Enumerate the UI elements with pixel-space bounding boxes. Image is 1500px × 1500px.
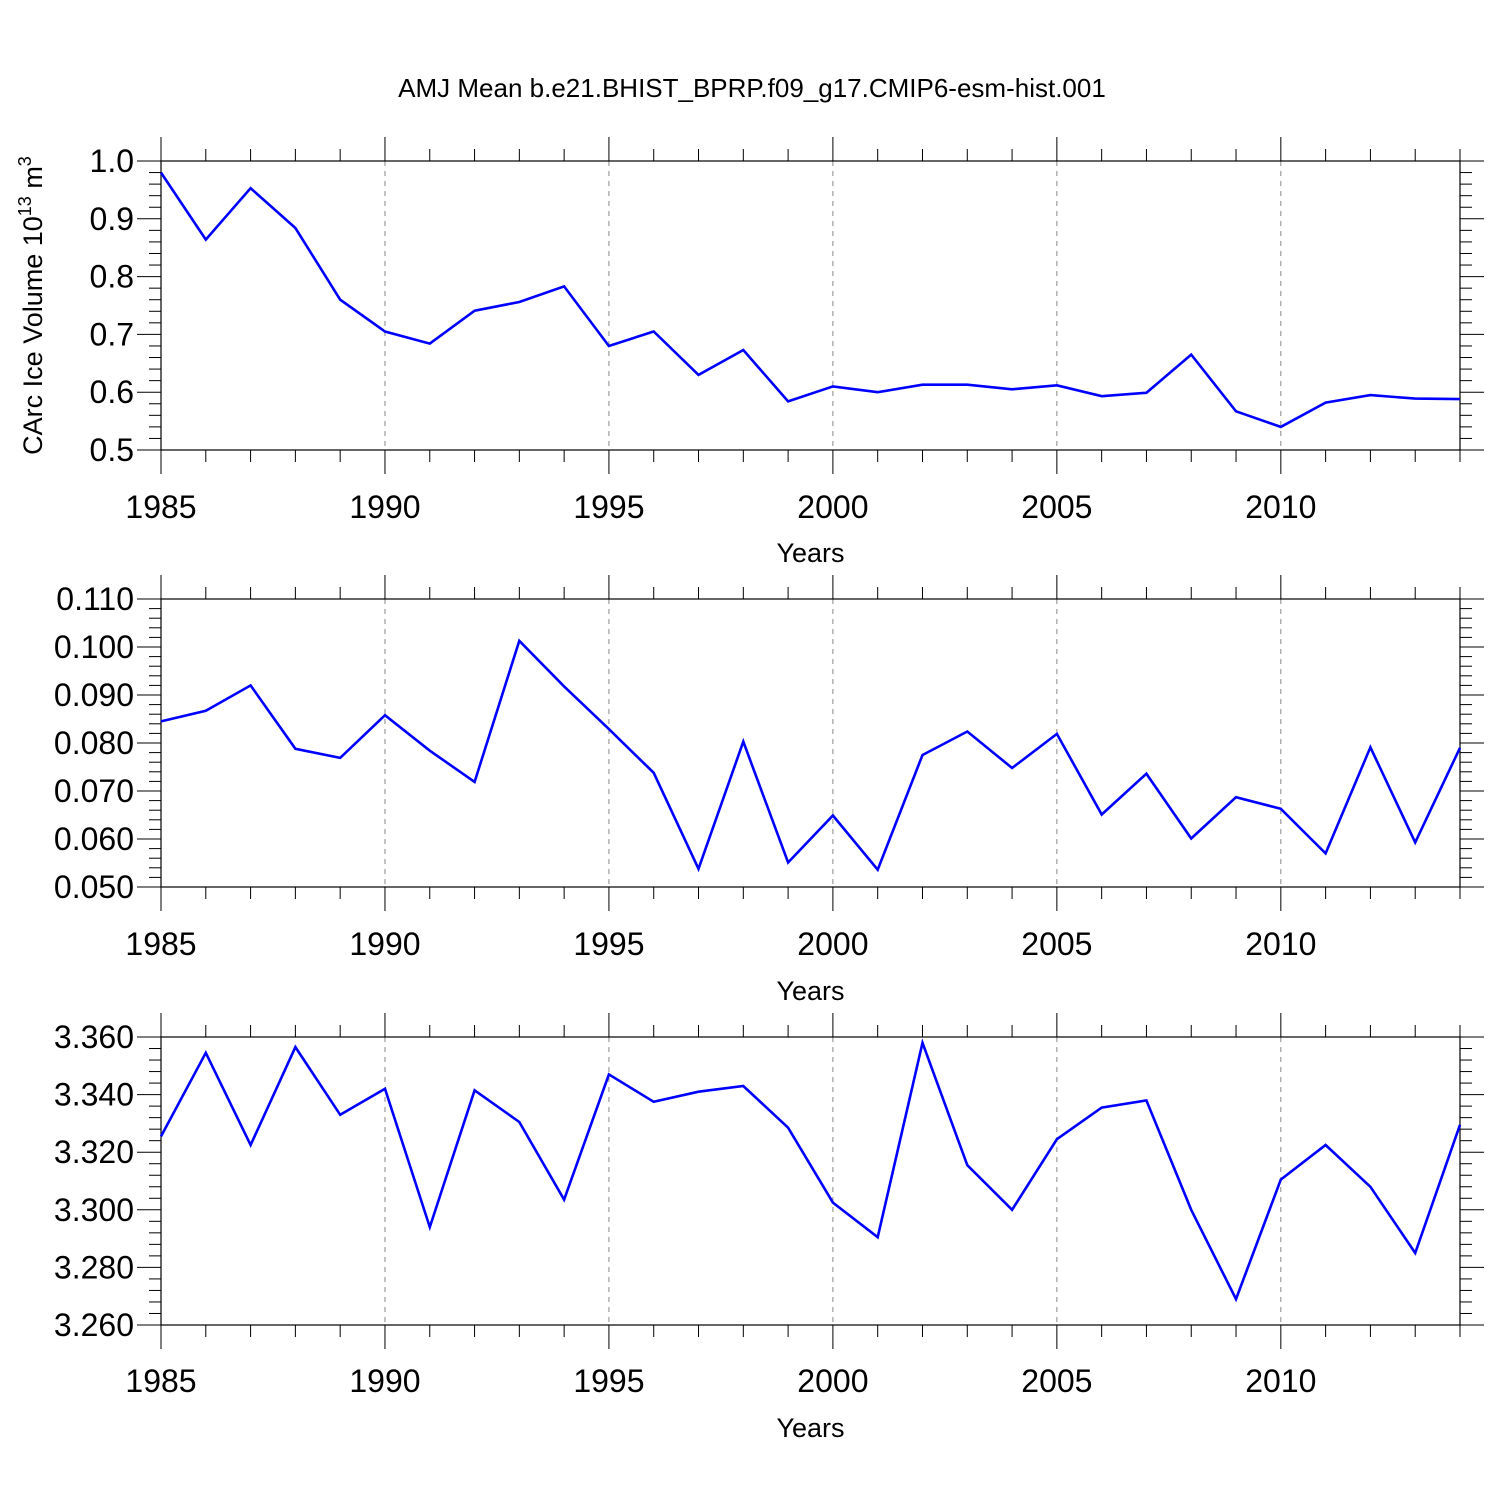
y-axis-label: CArc Ice Volume 1013 m3 (15, 156, 48, 455)
plot-frame (160, 160, 1461, 451)
x-tick-label: 1995 (573, 489, 644, 525)
x-tick-label: 2005 (1021, 926, 1092, 962)
y-tick-label: 0.090 (54, 677, 134, 713)
y-tick-label: 0.050 (54, 869, 134, 905)
x-tick-label: 2000 (797, 926, 868, 962)
y-tick-label: 3.340 (54, 1077, 134, 1113)
x-tick-label: 2010 (1245, 1363, 1316, 1399)
x-tick-label: 1990 (349, 926, 420, 962)
chart-panel-2: 0.050 0.060 0.070 0.080 0.090 0.100 0.110 1985 1… (0, 575, 1484, 1006)
series-line (160, 638, 1462, 873)
y-tick-label: 0.080 (54, 725, 134, 761)
y-tick-label: 1.0 (90, 143, 134, 179)
y-axis-label-part: CArc Ice Volume 10 (18, 216, 48, 455)
x-tick-label: 2010 (1245, 926, 1316, 962)
plot-frame (160, 1036, 1461, 1326)
x-tick-label: 2000 (797, 489, 868, 525)
y-axis-label-part: m (18, 166, 48, 196)
x-tick-label: 2000 (797, 1363, 868, 1399)
y-axis-label-part: CArc Snow Volume 10 (0, 638, 4, 908)
x-tick-label: 2010 (1245, 489, 1316, 525)
y-axis-label-part: m (0, 1059, 4, 1089)
x-tick-label: 1990 (349, 1363, 420, 1399)
y-tick-label: 3.320 (54, 1134, 134, 1170)
y-axis-label-superscript: 13 (15, 196, 35, 216)
y-tick-label: 0.9 (90, 201, 134, 237)
y-tick-label: 0.100 (54, 629, 134, 665)
y-tick-label: 3.360 (54, 1019, 134, 1055)
y-tick-label: 0.110 (56, 581, 134, 617)
y-axis-label-part: CArc Ice Area 10 (0, 1109, 4, 1313)
x-tick-label: 1995 (573, 1363, 644, 1399)
x-tick-label: 1985 (125, 926, 196, 962)
chart-panel-3: 3.260 3.280 3.300 3.320 3.340 3.360 1985 1990 19… (0, 1013, 1484, 1443)
y-tick-label: 0.060 (54, 821, 134, 857)
y-axis-label-superscript: 3 (15, 156, 35, 166)
y-axis-label: CArc Ice Area 1012 m2 (0, 1049, 4, 1313)
x-tick-label: 2005 (1021, 489, 1092, 525)
y-tick-label: 0.5 (90, 432, 134, 468)
x-tick-label: 1985 (125, 489, 196, 525)
series-line (159, 1038, 1462, 1303)
y-tick-label: 3.280 (54, 1249, 134, 1285)
x-tick-label: 1985 (125, 1363, 196, 1399)
panels: 0.5 0.6 0.7 0.8 0.9 1.0 1985 1990 1995 2000 2005 20… (0, 137, 1484, 1443)
x-tick-label: 1995 (573, 926, 644, 962)
y-tick-label: 3.260 (54, 1307, 134, 1343)
chart-panel-1: 0.5 0.6 0.7 0.8 0.9 1.0 1985 1990 1995 2000 2005 20… (15, 137, 1484, 568)
y-tick-label: 0.6 (90, 374, 134, 410)
y-axis-label-part: m (0, 588, 4, 618)
series-line (159, 171, 1461, 429)
x-tick-label: 1990 (349, 489, 420, 525)
x-axis-label: Years (776, 538, 844, 568)
x-axis-label: Years (776, 1413, 844, 1443)
y-tick-label: 0.7 (90, 316, 134, 352)
y-axis-label: CArc Snow Volume 1013 m3 (0, 578, 4, 908)
y-tick-label: 0.070 (54, 773, 134, 809)
figure-title: AMJ Mean b.e21.BHIST_BPRP.f09_g17.CMIP6-… (398, 73, 1106, 103)
x-axis-label: Years (776, 976, 844, 1006)
x-tick-label: 2005 (1021, 1363, 1092, 1399)
y-tick-label: 0.8 (90, 259, 134, 295)
y-tick-label: 3.300 (54, 1192, 134, 1228)
